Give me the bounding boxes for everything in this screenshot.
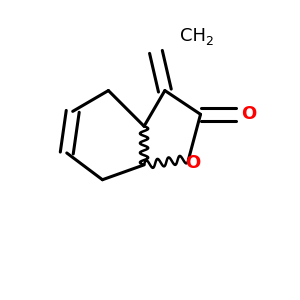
Text: O: O xyxy=(241,105,256,123)
Text: 2: 2 xyxy=(205,35,213,48)
Text: CH: CH xyxy=(180,27,206,45)
Text: O: O xyxy=(185,154,201,172)
